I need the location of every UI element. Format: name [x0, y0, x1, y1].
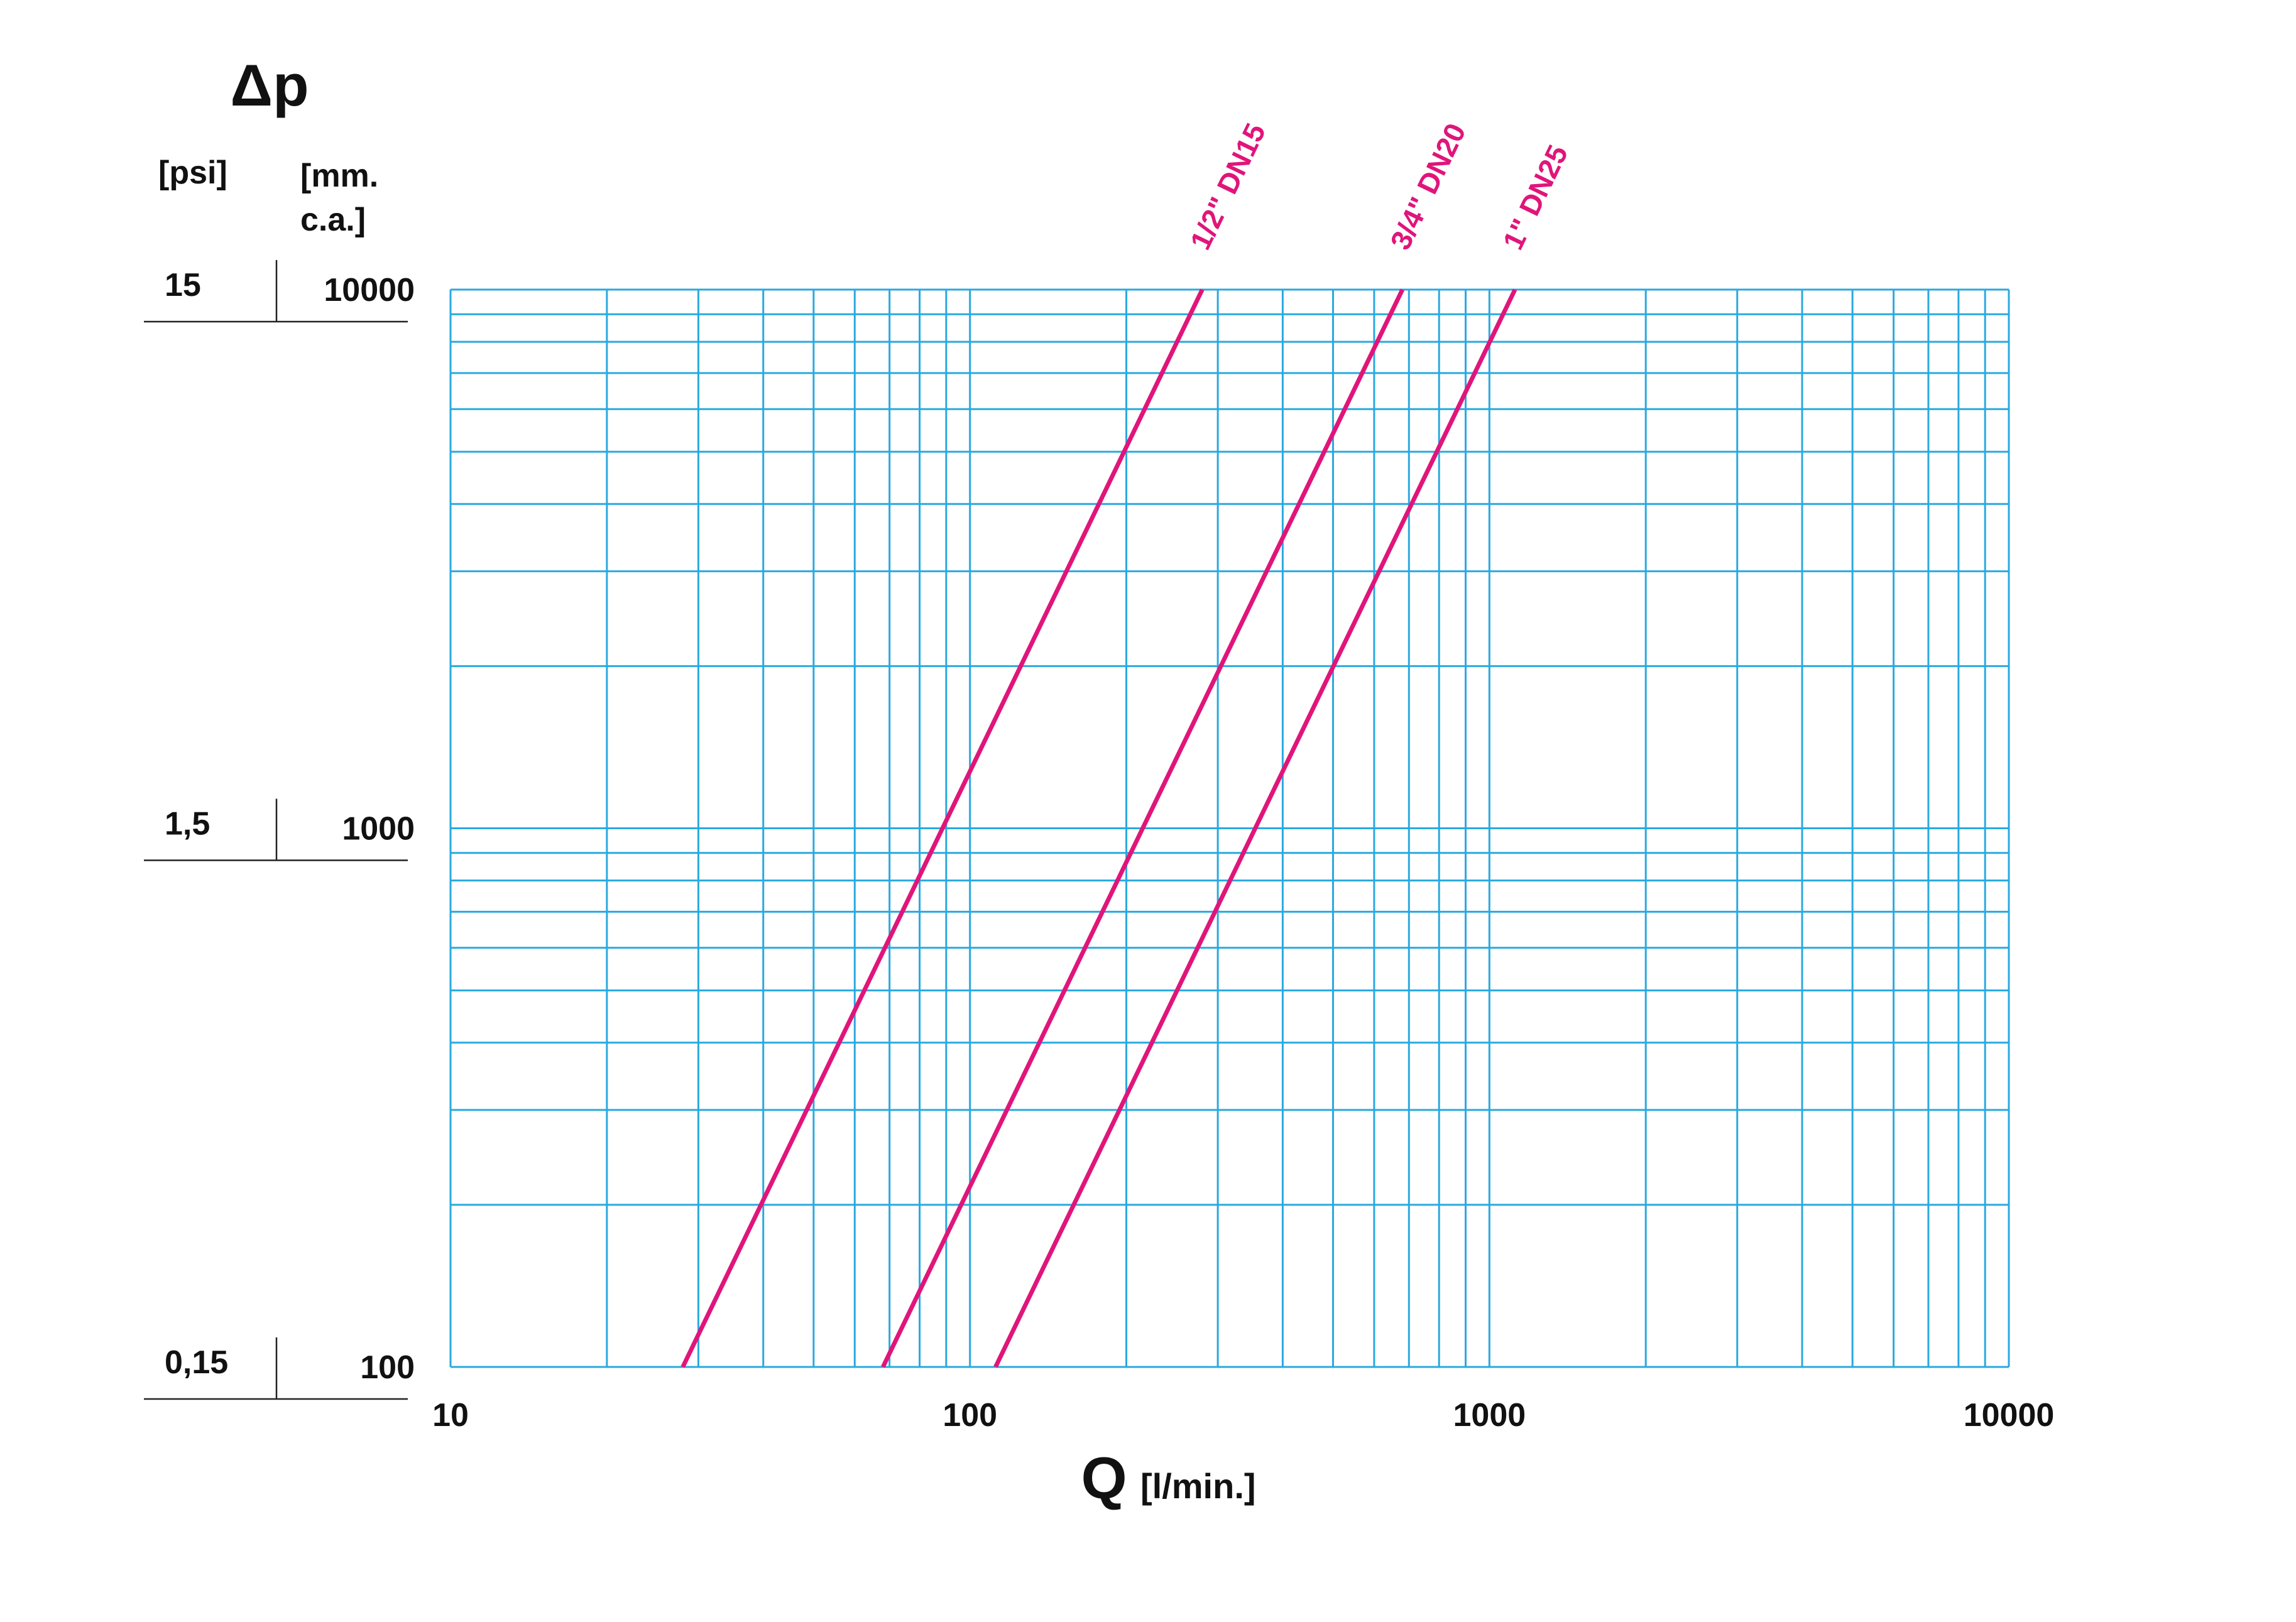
series-label: 3/4" DN20 [1384, 118, 1472, 254]
x-tick-label: 10000 [1964, 1397, 2055, 1434]
x-unit-label: [l/min.] [1140, 1466, 1256, 1506]
series-label: 1/2" DN15 [1183, 118, 1272, 254]
y2-tick-label: 1,5 [165, 806, 210, 842]
x-tick-label: 1000 [1453, 1397, 1526, 1434]
y2-tick-label: 0,15 [165, 1344, 228, 1381]
y2-unit-label: [psi] [158, 155, 227, 191]
y2-tick-label: 15 [165, 267, 201, 303]
x-axis-title: Q [1081, 1445, 1127, 1511]
series-line [681, 288, 1205, 1368]
x-tick-label: 100 [943, 1397, 997, 1434]
series-label: 1" DN25 [1496, 140, 1574, 255]
series-line [881, 288, 1405, 1368]
series-line [993, 288, 1517, 1368]
y-tick-label: 1000 [342, 811, 415, 847]
y-unit-label: [mm. c.a.] [300, 158, 379, 238]
x-tick-label: 10 [432, 1397, 469, 1434]
y-tick-label: 10000 [324, 272, 415, 308]
y-tick-label: 100 [360, 1349, 415, 1386]
chart-title: Δp [231, 52, 309, 118]
